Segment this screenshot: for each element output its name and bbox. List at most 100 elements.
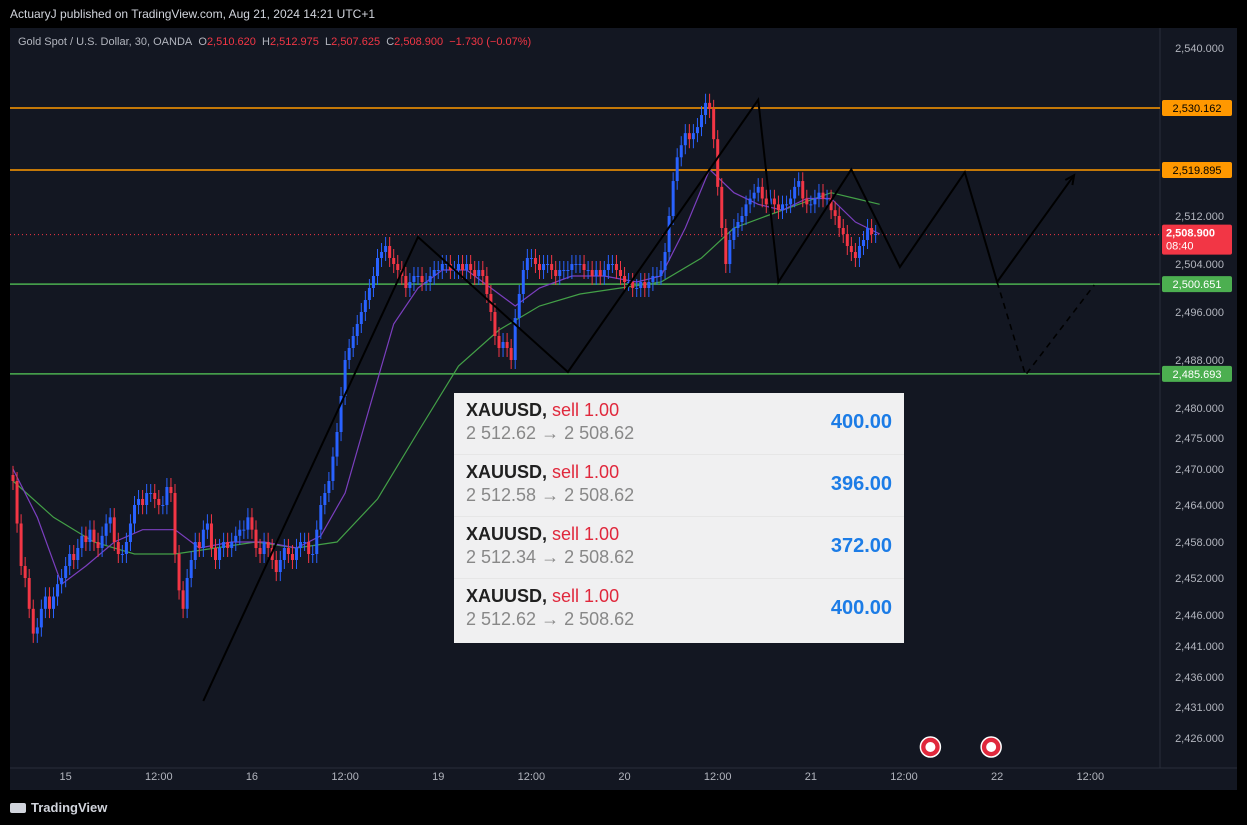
- pattern-arrowhead: [1064, 173, 1076, 186]
- y-tick-label: 2,458.000: [1175, 537, 1224, 549]
- x-tick-label: 15: [60, 771, 72, 783]
- candle-body: [594, 270, 598, 276]
- candle-body: [805, 198, 809, 205]
- candle-body: [416, 276, 420, 277]
- trade-row: XAUUSD, sell 1.00 2 512.62 → 2 508.62 40…: [454, 579, 904, 643]
- chart-area[interactable]: 2,540.000 2,512.000 2,504.000 2,496.000 2,48…: [10, 28, 1237, 790]
- candle-body: [853, 252, 857, 258]
- x-tick-label: 21: [805, 771, 817, 783]
- trade-row: XAUUSD, sell 1.00 2 512.58 → 2 508.62 39…: [454, 455, 904, 517]
- candle-body: [181, 590, 185, 609]
- close-value: 2,508.900: [394, 36, 444, 48]
- symbol-description[interactable]: Gold Spot / U.S. Dollar, 30, OANDA: [18, 36, 193, 48]
- candle-body: [420, 276, 424, 282]
- candle-body: [226, 542, 230, 548]
- candle-body: [112, 517, 116, 542]
- candle-body: [380, 252, 384, 258]
- candle-body: [335, 432, 339, 457]
- ohlc-legend: Gold Spot / U.S. Dollar, 30, OANDA O2,51…: [18, 36, 531, 48]
- candle-body: [367, 288, 371, 300]
- candle-body: [590, 270, 594, 276]
- tradingview-logo-icon: [10, 803, 26, 813]
- candle-body: [52, 596, 55, 609]
- candle-body: [687, 133, 691, 140]
- price-level-label: 2,485.693: [1173, 369, 1222, 381]
- y-tick-label: 2,475.000: [1175, 433, 1224, 445]
- candle-body: [339, 396, 343, 432]
- candle-body: [566, 270, 570, 271]
- trade-side: sell 1.00: [552, 586, 620, 606]
- candle-body: [505, 342, 509, 348]
- candle-body: [153, 493, 157, 499]
- trade-prices: 2 512.34 → 2 508.62: [466, 547, 635, 567]
- candle-body: [574, 264, 578, 265]
- y-tick-label: 2,488.000: [1175, 355, 1224, 367]
- y-tick-label: 2,512.000: [1175, 211, 1224, 223]
- price-level-label: 2,519.895: [1173, 165, 1222, 177]
- trade-symbol: XAUUSD,: [466, 524, 548, 544]
- y-tick-label: 2,436.000: [1175, 672, 1224, 684]
- candle-body: [562, 270, 566, 271]
- candle-body: [659, 270, 663, 276]
- open-label: O: [198, 36, 207, 48]
- candle-body: [772, 198, 776, 205]
- x-tick-label: 20: [618, 771, 630, 783]
- price-level-label: 2,530.162: [1173, 103, 1222, 115]
- trade-profit: 396.00: [830, 473, 892, 495]
- candle-body: [428, 276, 432, 282]
- candle-body: [68, 554, 72, 566]
- candle-body: [570, 264, 574, 270]
- x-tick-label: 16: [246, 771, 258, 783]
- candle-body: [23, 566, 27, 578]
- candle-body: [189, 560, 193, 578]
- price-chart[interactable]: 2,540.000 2,512.000 2,504.000 2,496.000 2,48…: [10, 28, 1237, 790]
- candle-body: [355, 324, 359, 336]
- trade-row: XAUUSD, sell 1.00 2 512.34 → 2 508.62 37…: [454, 517, 904, 579]
- candle-body: [485, 276, 489, 294]
- trade-prices: 2 512.62 → 2 508.62: [466, 609, 635, 629]
- candle-body: [299, 542, 303, 548]
- candle-body: [550, 264, 554, 270]
- projection-dashed-path: [996, 281, 1095, 377]
- candle-body: [359, 312, 363, 324]
- candle-body: [578, 264, 582, 265]
- candle-body: [185, 578, 189, 609]
- candle-body: [214, 548, 217, 560]
- candle-body: [177, 554, 181, 591]
- pattern-zigzag: [202, 97, 1075, 702]
- candle-body: [538, 264, 541, 270]
- candle-body: [282, 548, 286, 560]
- candle-body: [521, 270, 525, 294]
- candle-body: [675, 157, 679, 182]
- trade-results-panel: XAUUSD, sell 1.00 2 512.62 → 2 508.62 40…: [454, 393, 904, 643]
- candle-body: [173, 493, 177, 554]
- candle-body: [663, 252, 667, 270]
- candle-body: [133, 505, 136, 524]
- candle-body: [728, 240, 732, 264]
- candle-body: [388, 246, 392, 258]
- trade-prices: 2 512.58 → 2 508.62: [466, 485, 635, 505]
- candle-body: [797, 181, 801, 187]
- y-tick-label: 2,431.000: [1175, 702, 1224, 714]
- candle-body: [343, 360, 347, 396]
- low-value: 2,507.625: [331, 36, 381, 48]
- candle-body: [274, 560, 278, 572]
- candle-body: [96, 542, 100, 548]
- candle-body: [748, 198, 752, 205]
- candle-body: [412, 276, 416, 282]
- tradingview-logo[interactable]: TradingView: [10, 800, 107, 815]
- candle-body: [376, 258, 379, 276]
- candle-body: [517, 294, 521, 318]
- candle-body: [108, 517, 112, 524]
- candle-body: [691, 133, 695, 140]
- current-price-tag: [1162, 224, 1232, 255]
- candle-body: [554, 270, 558, 276]
- trade-side: sell 1.00: [552, 462, 620, 482]
- candle-body: [15, 481, 19, 524]
- bar-countdown-label: 08:40: [1166, 241, 1194, 253]
- low-label: L: [325, 36, 332, 48]
- candle-body: [704, 102, 708, 116]
- candle-body: [76, 548, 80, 560]
- candle-body: [47, 596, 51, 609]
- candle-body: [606, 264, 610, 270]
